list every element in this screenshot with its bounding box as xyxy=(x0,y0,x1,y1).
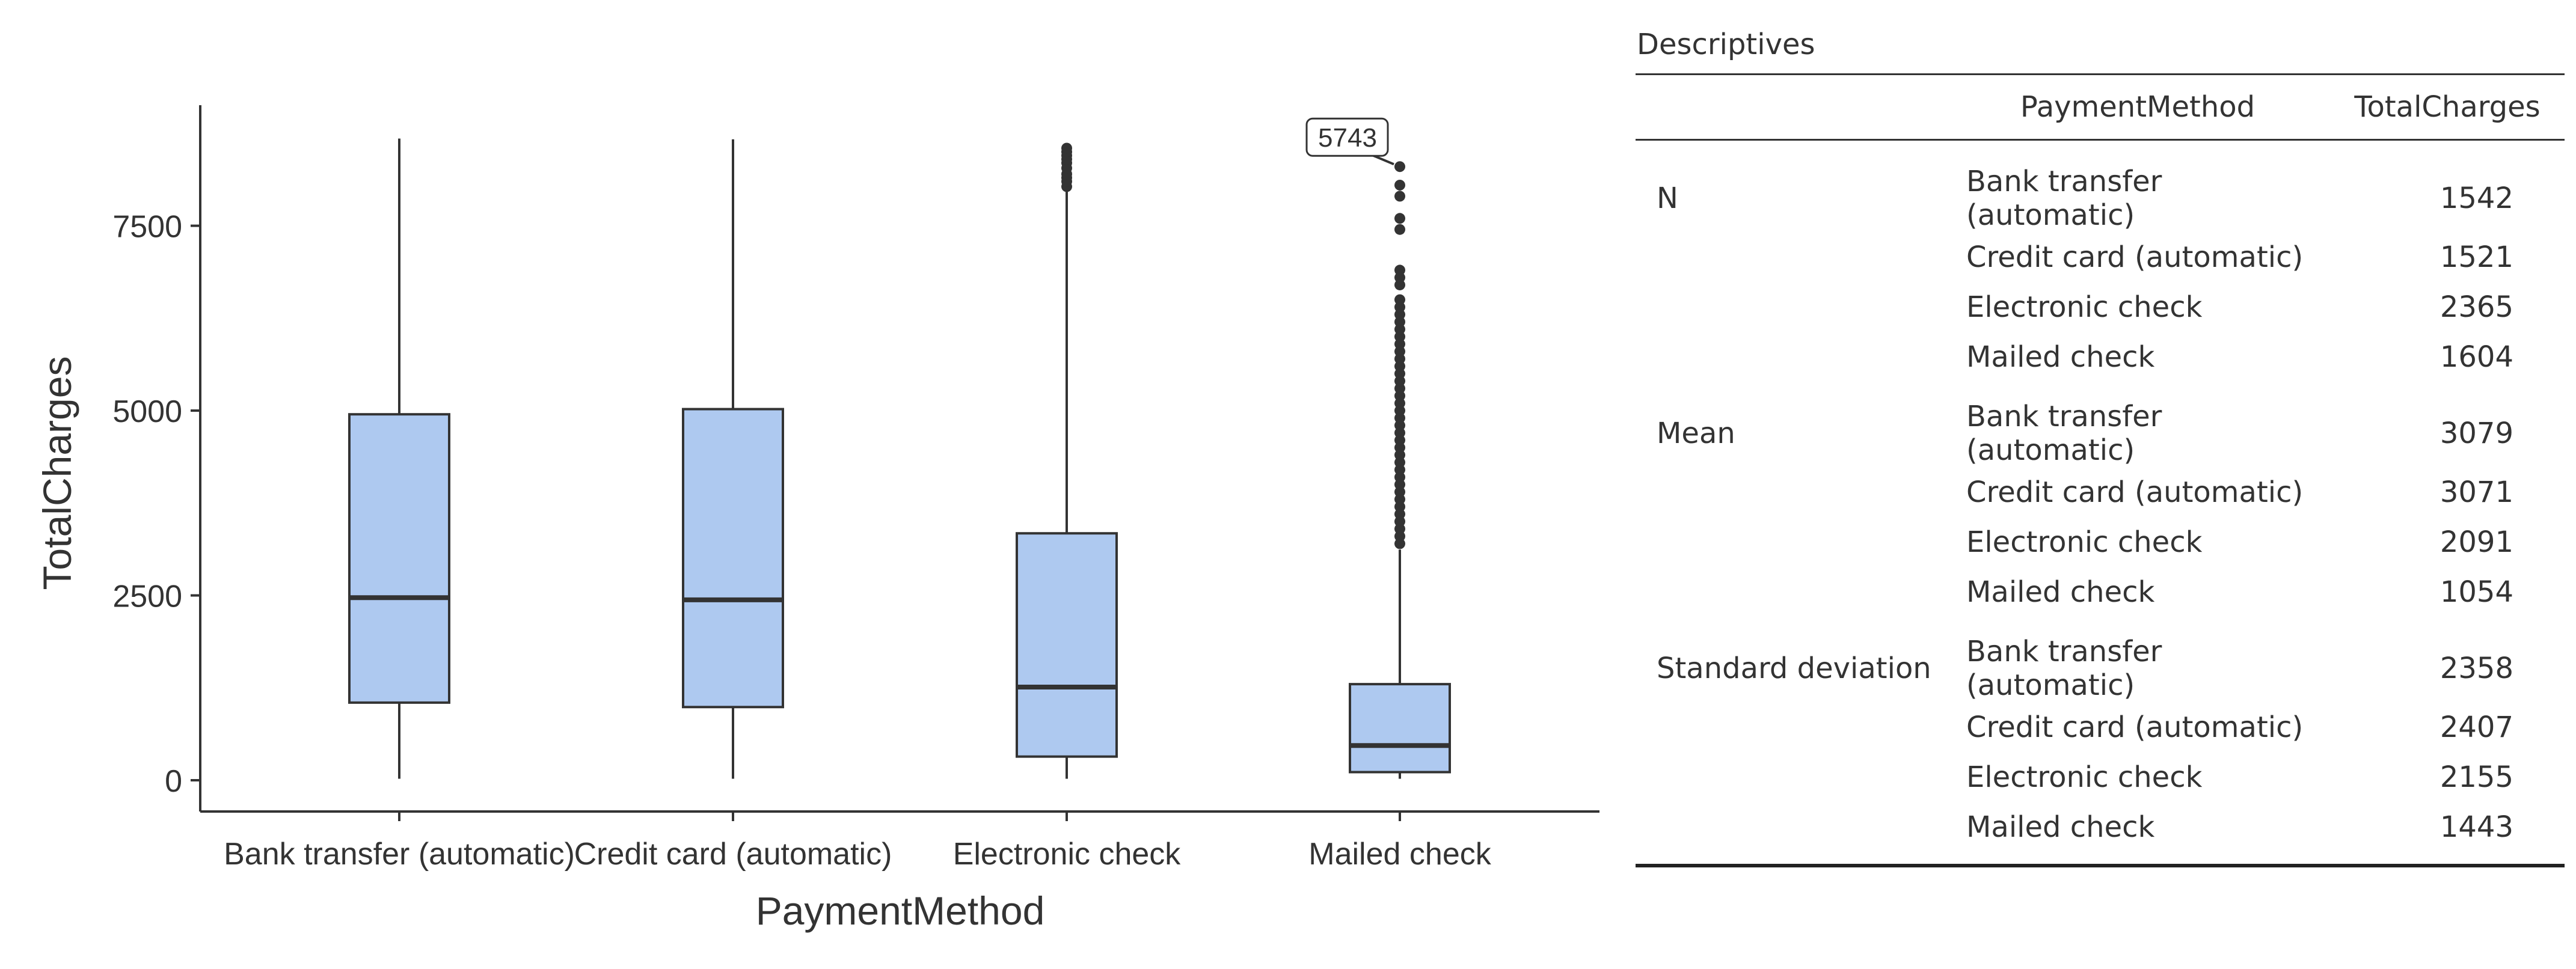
descriptives-panel: Descriptives PaymentMethod TotalCharges … xyxy=(1636,24,2565,867)
annotation-label: 5743 xyxy=(1318,123,1377,153)
x-axis: Bank transfer (automatic)Credit card (au… xyxy=(200,812,1599,872)
outlier-point xyxy=(1394,213,1405,224)
y-tick-label: 7500 xyxy=(112,210,182,245)
value-cell: 2358 xyxy=(2330,617,2565,702)
table-header: TotalCharges xyxy=(2330,75,2565,140)
box-3 xyxy=(1017,142,1117,778)
table-row: Credit card (automatic) 2407 xyxy=(1636,702,2565,752)
method-cell: Credit card (automatic) xyxy=(1945,467,2330,517)
x-axis-title: PaymentMethod xyxy=(756,888,1045,933)
table-header xyxy=(1636,75,1945,140)
value-cell: 2407 xyxy=(2330,702,2565,752)
value-cell: 1604 xyxy=(2330,332,2565,382)
table-title: Descriptives xyxy=(1636,24,2565,73)
method-cell: Credit card (automatic) xyxy=(1945,232,2330,282)
table-row: Mailed check 1443 xyxy=(1636,802,2565,866)
y-axis: 0 2500 5000 7500 xyxy=(112,105,200,812)
table-row: Mailed check 1604 xyxy=(1636,332,2565,382)
table-row: Mailed check 1054 xyxy=(1636,567,2565,617)
stat-label: Standard deviation xyxy=(1636,617,1945,702)
value-cell: 1443 xyxy=(2330,802,2565,866)
method-cell: Bank transfer (automatic) xyxy=(1945,140,2330,233)
x-tick-label: Bank transfer (automatic) xyxy=(224,837,575,872)
y-tick-label: 0 xyxy=(165,764,182,799)
box-body xyxy=(1017,533,1117,756)
y-tick-label: 5000 xyxy=(112,394,182,429)
x-tick-label: Credit card (automatic) xyxy=(574,837,892,872)
table-header: PaymentMethod xyxy=(1945,75,2330,140)
table-row: N Bank transfer (automatic) 1542 xyxy=(1636,140,2565,233)
method-cell: Bank transfer (automatic) xyxy=(1945,382,2330,467)
box-2 xyxy=(683,139,783,779)
outlier-point xyxy=(1394,264,1405,275)
method-cell: Bank transfer (automatic) xyxy=(1945,617,2330,702)
stat-label xyxy=(1636,282,1945,332)
x-tick-label: Mailed check xyxy=(1308,837,1491,872)
method-cell: Mailed check xyxy=(1945,332,2330,382)
method-cell: Credit card (automatic) xyxy=(1945,702,2330,752)
table-row: Electronic check 2155 xyxy=(1636,752,2565,802)
outlier-point xyxy=(1394,295,1405,305)
stat-label xyxy=(1636,752,1945,802)
table-row: Mean Bank transfer (automatic) 3079 xyxy=(1636,382,2565,467)
value-cell: 2155 xyxy=(2330,752,2565,802)
outlier-point xyxy=(1394,191,1405,201)
outlier-point xyxy=(1061,142,1072,153)
table-row: Credit card (automatic) 1521 xyxy=(1636,232,2565,282)
value-cell: 1054 xyxy=(2330,567,2565,617)
y-axis-title: TotalCharges xyxy=(35,356,79,590)
method-cell: Electronic check xyxy=(1945,282,2330,332)
value-cell: 2091 xyxy=(2330,517,2565,567)
annotation: 5743 xyxy=(1307,118,1394,164)
y-tick-label: 2500 xyxy=(112,579,182,614)
stat-label xyxy=(1636,567,1945,617)
stat-label xyxy=(1636,802,1945,866)
stat-label xyxy=(1636,332,1945,382)
box-body xyxy=(349,414,449,703)
box-body xyxy=(683,409,783,708)
value-cell: 3079 xyxy=(2330,382,2565,467)
outlier-point xyxy=(1394,161,1405,172)
outlier-point xyxy=(1394,180,1405,191)
table-row: Electronic check 2091 xyxy=(1636,517,2565,567)
box-4 xyxy=(1350,161,1450,778)
value-cell: 1542 xyxy=(2330,140,2565,233)
box-1 xyxy=(349,138,449,778)
table-header-row: PaymentMethod TotalCharges xyxy=(1636,75,2565,140)
boxes xyxy=(349,138,1450,778)
boxplot-chart: 0 2500 5000 7500 Bank transfer (automatic)C… xyxy=(0,0,1624,969)
stat-label xyxy=(1636,702,1945,752)
stat-label xyxy=(1636,517,1945,567)
x-tick-label: Electronic check xyxy=(953,837,1182,872)
box-body xyxy=(1350,684,1450,772)
method-cell: Electronic check xyxy=(1945,517,2330,567)
stat-label: Mean xyxy=(1636,382,1945,467)
table-row: Standard deviation Bank transfer (automat… xyxy=(1636,617,2565,702)
value-cell: 3071 xyxy=(2330,467,2565,517)
descriptives-table: PaymentMethod TotalCharges N Bank transfe… xyxy=(1636,73,2565,867)
stat-label xyxy=(1636,232,1945,282)
method-cell: Electronic check xyxy=(1945,752,2330,802)
stat-label: N xyxy=(1636,140,1945,233)
value-cell: 1521 xyxy=(2330,232,2565,282)
value-cell: 2365 xyxy=(2330,282,2565,332)
method-cell: Mailed check xyxy=(1945,567,2330,617)
method-cell: Mailed check xyxy=(1945,802,2330,866)
table-row: Electronic check 2365 xyxy=(1636,282,2565,332)
outlier-point xyxy=(1394,224,1405,235)
stat-label xyxy=(1636,467,1945,517)
table-row: Credit card (automatic) 3071 xyxy=(1636,467,2565,517)
